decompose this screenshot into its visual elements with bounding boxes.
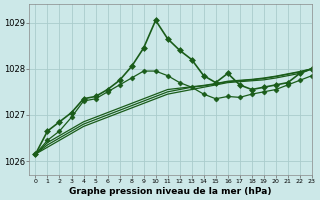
X-axis label: Graphe pression niveau de la mer (hPa): Graphe pression niveau de la mer (hPa) <box>69 187 272 196</box>
